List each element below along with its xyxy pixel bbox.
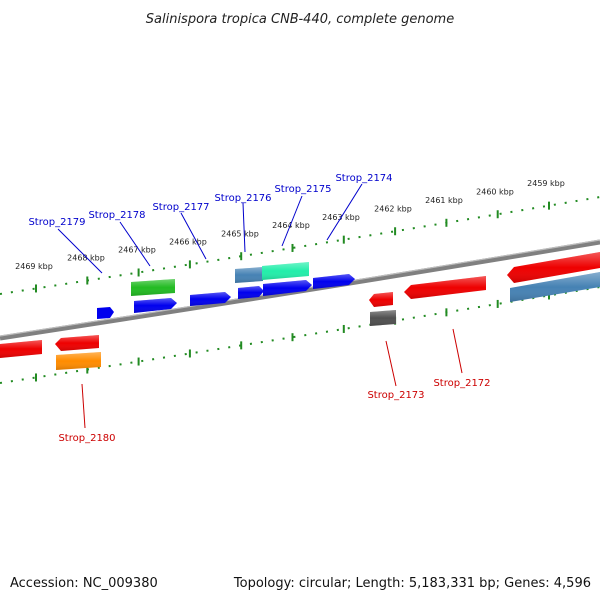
gene-strop-2175[interactable] <box>263 280 312 296</box>
kbp-label: 2468 kbp <box>67 254 105 263</box>
gene-strop-2171-partial[interactable] <box>507 252 600 283</box>
leader-strop-2180 <box>81 383 86 429</box>
leader-strop-2179 <box>57 228 103 274</box>
map-title: Salinispora tropica CNB-440, complete ge… <box>146 12 454 27</box>
leader-strop-2174 <box>326 183 363 241</box>
gene-strop-2174[interactable] <box>313 274 355 289</box>
kbp-label: 2459 kbp <box>527 179 565 188</box>
leader-strop-2172 <box>452 328 463 374</box>
label-strop-2175[interactable]: Strop_2175 <box>274 184 331 195</box>
gene-strop-2172[interactable] <box>404 276 486 299</box>
label-leader-lines <box>57 183 463 429</box>
gene-strop-2173-companion[interactable] <box>370 310 396 326</box>
kbp-label: 2464 kbp <box>272 221 310 230</box>
gene-strop-2176[interactable] <box>238 286 264 299</box>
gene-strop-2180-companion[interactable] <box>56 352 101 370</box>
kbp-label: 2465 kbp <box>221 229 259 238</box>
gene-strop-2176-companion[interactable] <box>235 267 263 283</box>
gene-strop-2175-companion[interactable] <box>262 262 309 280</box>
accession-text: Accession: NC_009380 <box>10 576 158 591</box>
gene-strop-2173[interactable] <box>369 292 393 307</box>
gene-strop-2178-companion[interactable] <box>131 279 175 296</box>
label-strop-2178[interactable]: Strop_2178 <box>88 210 145 221</box>
kbp-label: 2461 kbp <box>425 196 463 205</box>
leader-strop-2177 <box>180 212 207 260</box>
leader-strop-2173 <box>385 340 397 387</box>
kbp-label: 2469 kbp <box>15 262 53 271</box>
gene-strop-2177[interactable] <box>190 292 231 306</box>
gene-strop-2179-shape <box>97 307 114 319</box>
gene-strop-2171-companion[interactable] <box>510 272 600 302</box>
leader-strop-2175 <box>281 195 303 247</box>
label-strop-2173[interactable]: Strop_2173 <box>367 390 424 401</box>
kbp-label: 2462 kbp <box>374 205 412 214</box>
gene-strop-2178[interactable] <box>134 298 177 313</box>
label-strop-2176[interactable]: Strop_2176 <box>214 193 271 204</box>
kbp-label: 2467 kbp <box>118 246 156 255</box>
leader-strop-2178 <box>119 221 151 267</box>
label-strop-2172[interactable]: Strop_2172 <box>433 378 490 389</box>
gene-strop-2181-partial[interactable] <box>0 340 42 358</box>
label-strop-2179[interactable]: Strop_2179 <box>28 217 85 228</box>
kbp-label: 2460 kbp <box>476 188 514 197</box>
leader-strop-2176 <box>242 202 246 253</box>
summary-text: Topology: circular; Length: 5,183,331 bp… <box>233 576 591 591</box>
gene-strop-2179[interactable] <box>97 307 114 319</box>
gene-strop-2180[interactable] <box>55 335 99 351</box>
label-strop-2177[interactable]: Strop_2177 <box>152 202 209 213</box>
kbp-label: 2466 kbp <box>169 238 207 247</box>
genes <box>0 252 600 370</box>
label-strop-2174[interactable]: Strop_2174 <box>335 173 392 184</box>
label-strop-2180[interactable]: Strop_2180 <box>58 433 115 444</box>
